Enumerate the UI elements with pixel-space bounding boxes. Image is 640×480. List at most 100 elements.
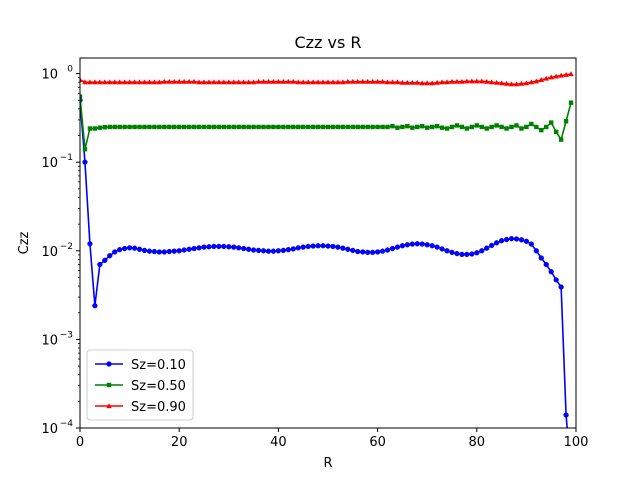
data-point-sz-0-10 <box>216 243 222 250</box>
data-point-sz-0-50 <box>261 124 266 130</box>
data-point-sz-0-50 <box>172 124 177 130</box>
data-point-sz-0-90 <box>285 78 292 84</box>
data-point-sz-0-90 <box>141 79 148 85</box>
data-point-sz-0-50 <box>196 124 202 130</box>
data-point-sz-0-10 <box>414 241 420 247</box>
data-point-sz-0-90 <box>474 78 480 84</box>
series-sz-0-90 <box>80 71 574 87</box>
data-point-sz-0-10 <box>379 248 386 254</box>
data-point-sz-0-90 <box>171 78 178 84</box>
x-tick-label: 60 <box>369 435 386 450</box>
data-point-sz-0-50 <box>206 124 212 130</box>
series-sz-0-50 <box>80 94 574 152</box>
y-tick-label: 10 <box>41 245 58 260</box>
data-point-sz-0-90 <box>429 80 435 86</box>
data-point-sz-0-10 <box>325 243 331 249</box>
data-point-sz-0-90 <box>161 78 168 84</box>
data-point-sz-0-50 <box>241 124 246 130</box>
data-point-sz-0-50 <box>82 147 88 152</box>
data-point-sz-0-10 <box>255 247 262 254</box>
data-point-sz-0-50 <box>80 94 83 99</box>
data-point-sz-0-50 <box>340 124 346 130</box>
data-point-sz-0-50 <box>479 124 484 130</box>
data-point-sz-0-90 <box>221 79 227 85</box>
data-point-sz-0-50 <box>405 123 410 129</box>
data-point-sz-0-10 <box>87 241 93 247</box>
data-point-sz-0-10 <box>533 248 539 254</box>
data-point-sz-0-10 <box>508 236 515 242</box>
data-point-sz-0-50 <box>310 124 316 130</box>
data-point-sz-0-50 <box>568 100 574 105</box>
data-point-sz-0-50 <box>549 120 554 125</box>
data-point-sz-0-10 <box>498 238 505 244</box>
x-tick-label: 0 <box>76 435 84 450</box>
data-point-sz-0-10 <box>290 246 296 252</box>
data-point-sz-0-90 <box>116 79 123 85</box>
data-point-sz-0-90 <box>533 78 540 84</box>
y-tick-label: 10 <box>41 333 58 348</box>
series-sz-0-10 <box>80 97 569 428</box>
plot-area <box>80 71 574 428</box>
data-point-sz-0-90 <box>166 78 173 84</box>
data-point-sz-0-90 <box>528 79 535 85</box>
data-point-sz-0-90 <box>201 79 207 85</box>
data-point-sz-0-50 <box>365 124 370 130</box>
data-point-sz-0-10 <box>176 248 182 254</box>
y-tick-exponent: −1 <box>60 153 73 163</box>
data-point-sz-0-10 <box>369 249 376 256</box>
data-point-sz-0-50 <box>271 124 276 130</box>
data-point-sz-0-50 <box>107 124 112 130</box>
data-point-sz-0-90 <box>176 78 182 84</box>
data-point-sz-0-10 <box>250 247 257 253</box>
data-point-sz-0-50 <box>415 124 420 130</box>
data-point-sz-0-90 <box>126 79 133 85</box>
data-point-sz-0-50 <box>181 124 187 130</box>
data-point-sz-0-10 <box>493 240 500 246</box>
data-point-sz-0-10 <box>340 245 346 251</box>
data-point-sz-0-90 <box>404 79 411 85</box>
data-point-sz-0-50 <box>122 124 127 130</box>
legend-box <box>86 349 194 421</box>
data-point-sz-0-10 <box>464 251 470 258</box>
data-point-sz-0-10 <box>260 248 267 254</box>
data-point-sz-0-50 <box>350 124 355 130</box>
data-point-sz-0-10 <box>444 248 450 254</box>
data-point-sz-0-50 <box>553 129 559 135</box>
data-point-sz-0-10 <box>454 250 460 257</box>
data-point-sz-0-10 <box>92 303 98 309</box>
data-point-sz-0-10 <box>528 241 535 247</box>
data-point-sz-0-90 <box>181 78 187 84</box>
data-point-sz-0-50 <box>117 124 122 130</box>
legend-marker <box>106 382 112 388</box>
data-point-sz-0-50 <box>469 124 475 130</box>
data-point-sz-0-10 <box>275 248 282 254</box>
data-point-sz-0-10 <box>543 261 549 268</box>
data-point-sz-0-10 <box>399 243 406 249</box>
data-point-sz-0-90 <box>146 79 153 85</box>
data-point-sz-0-90 <box>568 71 574 77</box>
y-tick-exponent: −4 <box>60 419 74 429</box>
data-point-sz-0-50 <box>191 124 197 130</box>
data-point-sz-0-90 <box>106 79 113 85</box>
data-point-sz-0-10 <box>449 249 455 256</box>
data-point-sz-0-50 <box>499 124 504 130</box>
data-point-sz-0-90 <box>424 80 430 86</box>
data-point-sz-0-10 <box>558 284 564 290</box>
data-point-sz-0-10 <box>409 241 415 247</box>
data-point-sz-0-10 <box>107 253 113 259</box>
data-point-sz-0-50 <box>226 124 231 130</box>
data-point-sz-0-10 <box>474 250 480 256</box>
data-point-sz-0-50 <box>563 119 569 124</box>
data-point-sz-0-90 <box>260 78 267 84</box>
data-point-sz-0-10 <box>523 238 530 244</box>
data-point-sz-0-50 <box>325 124 331 130</box>
data-point-sz-0-50 <box>186 124 192 130</box>
data-point-sz-0-90 <box>102 79 108 85</box>
legend-item-sz-0-10: Sz=0.10 <box>95 358 186 373</box>
data-point-sz-0-90 <box>558 72 564 78</box>
data-point-sz-0-90 <box>389 79 396 85</box>
data-point-sz-0-50 <box>216 124 222 130</box>
data-point-sz-0-10 <box>330 243 336 250</box>
data-point-sz-0-50 <box>454 123 460 128</box>
data-point-sz-0-50 <box>449 124 455 130</box>
